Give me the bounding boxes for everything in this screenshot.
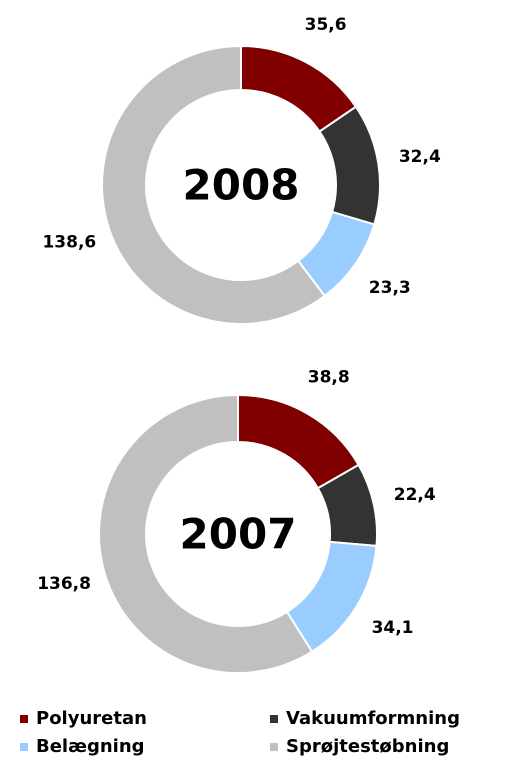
donut-slice <box>318 105 381 226</box>
data-label: 38,8 <box>308 367 350 387</box>
data-label: 35,6 <box>305 15 347 35</box>
legend-swatch <box>270 715 278 723</box>
donut-slice <box>98 393 314 674</box>
data-label: 32,4 <box>399 147 441 167</box>
center-label: 2007 <box>180 510 297 559</box>
legend-label: Polyuretan <box>36 708 147 729</box>
legend-swatch <box>20 743 28 751</box>
legend-swatch <box>270 743 278 751</box>
data-label: 138,6 <box>42 232 96 252</box>
data-label: 34,1 <box>372 618 414 638</box>
donut-slice <box>101 44 327 325</box>
data-label: 22,4 <box>394 485 436 505</box>
legend-swatch <box>20 715 28 723</box>
data-label: 23,3 <box>369 278 411 298</box>
center-label: 2008 <box>183 161 300 210</box>
legend-label: Sprøjtestøbning <box>286 736 449 757</box>
data-label: 136,8 <box>37 574 91 594</box>
legend-label: Belægning <box>36 736 145 757</box>
legend-label: Vakuumformning <box>286 708 460 729</box>
